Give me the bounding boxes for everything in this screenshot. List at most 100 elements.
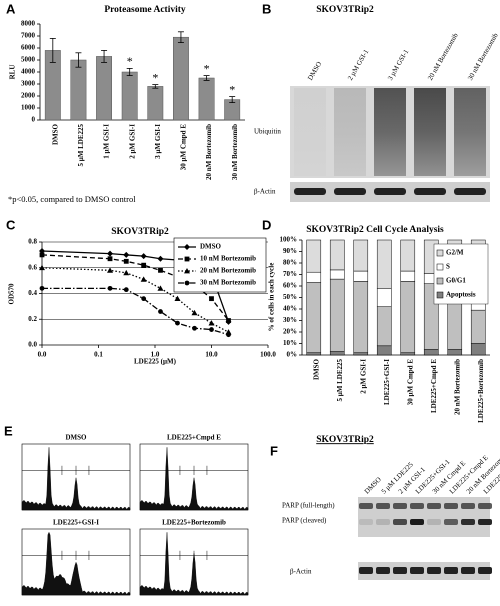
bar-segment [470, 309, 486, 344]
bar-segment [306, 239, 322, 273]
bar-segment [376, 239, 392, 289]
panel-letter: C [6, 217, 16, 232]
panel-letter: E [4, 423, 13, 438]
x-tick-label: 5 µM LDE225 [336, 359, 344, 402]
data-point [123, 287, 129, 293]
y-tick-label: 0.2 [28, 315, 37, 323]
data-point [140, 253, 147, 260]
legend-marker [184, 268, 190, 274]
y-tick-label: 70% [283, 270, 297, 278]
y-tick-label: 10% [283, 339, 297, 347]
x-tick-label: 2 µM GSI-I [128, 124, 136, 159]
bar-segment [376, 288, 392, 307]
bar-segment [329, 351, 345, 356]
legend-swatch [436, 263, 444, 271]
data-point [107, 285, 113, 291]
blot-band [359, 503, 373, 509]
blot-band [461, 503, 475, 509]
y-tick-label: 100% [280, 236, 298, 244]
significance-marker: * [229, 82, 235, 96]
bar-segment [353, 239, 369, 272]
blot-band [393, 567, 407, 574]
blot-smear [454, 88, 486, 176]
x-tick-label: 1 µM GSI-I [103, 124, 111, 159]
y-tick-label: 20% [283, 328, 297, 336]
legend-swatch [436, 277, 444, 285]
row-label: Ubiquitin [254, 128, 281, 136]
y-tick-label: 6000 [21, 44, 36, 52]
y-tick-label: 5000 [21, 56, 36, 64]
blot-smear [414, 88, 446, 176]
data-point [141, 296, 147, 302]
blot-band [393, 519, 407, 525]
blot-band [414, 188, 446, 195]
panel-letter: F [270, 443, 278, 458]
x-tick-label: LDE225+Bortezomib [477, 359, 485, 423]
bar-segment [376, 306, 392, 347]
bar-segment [353, 270, 369, 282]
data-point [39, 285, 45, 291]
legend-marker [184, 280, 190, 286]
blot-band [454, 188, 486, 195]
x-tick-label: 0.0 [38, 351, 47, 359]
legend-label: S [446, 263, 450, 271]
row-label: PARP (full-length) [282, 502, 335, 510]
bar-segment [423, 349, 439, 356]
blot-band [376, 567, 390, 574]
y-tick-label: 60% [283, 282, 297, 290]
x-tick-label: LDE225+GSI-I [383, 359, 391, 405]
data-point [192, 325, 197, 331]
bar-segment [353, 281, 369, 353]
legend-label: G2/M [446, 249, 464, 257]
y-tick-label: 2000 [21, 92, 36, 100]
histogram [21, 447, 131, 511]
bar-segment [306, 271, 322, 283]
chart-title: Proteasome Activity [104, 5, 186, 15]
row-label: β-Actin [290, 568, 312, 576]
significance-marker: * [127, 54, 133, 68]
y-axis-label: % of cells in each cycle [268, 263, 276, 332]
y-tick-label: 0.6 [28, 263, 37, 271]
x-tick-label: DMSO [51, 123, 59, 145]
blot-band [478, 503, 492, 509]
data-point [123, 269, 130, 276]
data-point [158, 267, 163, 273]
bar-segment [400, 270, 416, 282]
panel-letter: B [262, 1, 271, 16]
chart-title: SKOV3TRip2 [111, 227, 169, 237]
histogram [21, 531, 131, 596]
legend-marker [184, 256, 190, 262]
data-point [39, 264, 45, 271]
bar-segment [306, 352, 322, 356]
significance-marker: * [204, 61, 210, 75]
y-axis-label: RLU [9, 65, 17, 80]
y-tick-label: 0% [287, 351, 298, 359]
x-tick-label: 2 µM GSI-I [359, 359, 367, 394]
y-tick-label: 1000 [21, 104, 36, 112]
blot-band [427, 567, 441, 574]
data-point [157, 285, 164, 291]
x-tick-label: 30 µM Cmpd E [406, 359, 414, 406]
histogram-label: LDE225+Cmpd E [167, 434, 221, 442]
blot-band [444, 503, 458, 509]
legend-label: 10 nM Bortezomib [200, 255, 256, 263]
bar-segment [329, 269, 345, 280]
legend-swatch [436, 249, 444, 257]
x-tick-label: 0.1 [94, 351, 103, 359]
bar-segment [447, 349, 463, 356]
blot-band [374, 188, 406, 195]
histogram [139, 532, 249, 596]
histogram-label: DMSO [66, 434, 88, 442]
bar [96, 56, 112, 121]
data-point [209, 327, 214, 332]
panel-letter: A [6, 1, 16, 16]
data-point [107, 267, 114, 273]
panel-letter: D [262, 217, 271, 232]
y-tick-label: 50% [283, 293, 297, 301]
bar-segment [400, 281, 416, 353]
row-label: β-Actin [254, 188, 276, 196]
data-point [174, 295, 181, 302]
x-tick-label: 20 nM Bortezomib [205, 124, 213, 180]
y-tick-label: 7000 [21, 32, 36, 40]
series-line [41, 267, 229, 333]
